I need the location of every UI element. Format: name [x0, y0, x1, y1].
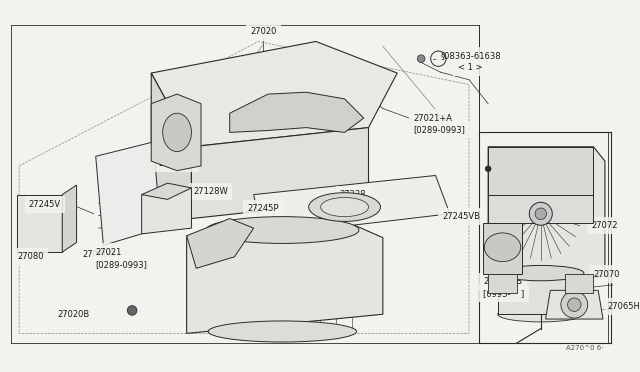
Ellipse shape [321, 198, 369, 217]
Ellipse shape [484, 233, 521, 262]
Text: 27245VB: 27245VB [442, 212, 480, 221]
Circle shape [568, 298, 581, 311]
Text: 27072: 27072 [591, 221, 618, 230]
Polygon shape [187, 217, 383, 333]
Circle shape [529, 202, 552, 225]
Text: 27065H: 27065H [608, 302, 640, 311]
Text: 27021: 27021 [96, 247, 122, 257]
Polygon shape [151, 73, 191, 218]
Polygon shape [141, 183, 191, 199]
Text: 27020: 27020 [250, 28, 276, 36]
Text: 27245P: 27245P [247, 205, 278, 214]
Polygon shape [230, 92, 364, 132]
Polygon shape [19, 41, 469, 333]
Text: 27020B: 27020B [58, 310, 90, 319]
Text: 27021+A: 27021+A [413, 113, 452, 122]
Text: 27238: 27238 [340, 190, 367, 199]
Circle shape [417, 55, 425, 62]
Polygon shape [62, 185, 77, 252]
Text: [0993-    ]: [0993- ] [483, 289, 525, 298]
Ellipse shape [498, 266, 584, 281]
Polygon shape [488, 195, 593, 223]
Polygon shape [191, 128, 369, 218]
Polygon shape [545, 290, 603, 319]
Circle shape [561, 291, 588, 318]
Text: 27070: 27070 [593, 270, 620, 279]
Ellipse shape [493, 161, 589, 266]
Polygon shape [151, 94, 201, 171]
Polygon shape [498, 273, 584, 314]
Text: 27128W: 27128W [193, 187, 228, 196]
Ellipse shape [493, 254, 589, 273]
Polygon shape [151, 41, 397, 147]
Ellipse shape [163, 113, 191, 151]
Polygon shape [488, 147, 593, 195]
Polygon shape [488, 147, 605, 276]
Polygon shape [483, 223, 522, 274]
Polygon shape [187, 218, 253, 268]
Ellipse shape [308, 193, 380, 221]
Text: [0289-0993]: [0289-0993] [96, 260, 148, 269]
Text: §08363-61638: §08363-61638 [440, 51, 501, 60]
Polygon shape [141, 188, 191, 234]
Polygon shape [488, 274, 517, 293]
Polygon shape [253, 176, 450, 236]
Polygon shape [17, 195, 62, 252]
Ellipse shape [206, 217, 359, 243]
Text: 27245V: 27245V [29, 200, 61, 209]
Text: [0289-0993]: [0289-0993] [413, 125, 465, 134]
Polygon shape [564, 274, 593, 293]
Text: 27250P: 27250P [237, 219, 269, 228]
Ellipse shape [498, 307, 584, 322]
Text: 27228: 27228 [494, 175, 520, 184]
Text: 27021+B: 27021+B [483, 277, 522, 286]
Ellipse shape [208, 321, 356, 342]
Circle shape [535, 208, 547, 219]
Text: 27245PA: 27245PA [158, 158, 195, 167]
Text: 27080G: 27080G [83, 250, 115, 259]
Polygon shape [96, 142, 161, 246]
Circle shape [485, 166, 491, 171]
Text: A270^0 6·: A270^0 6· [566, 344, 603, 351]
Text: 27080: 27080 [17, 252, 44, 261]
Circle shape [127, 306, 137, 315]
Text: < 1 >: < 1 > [458, 63, 482, 72]
